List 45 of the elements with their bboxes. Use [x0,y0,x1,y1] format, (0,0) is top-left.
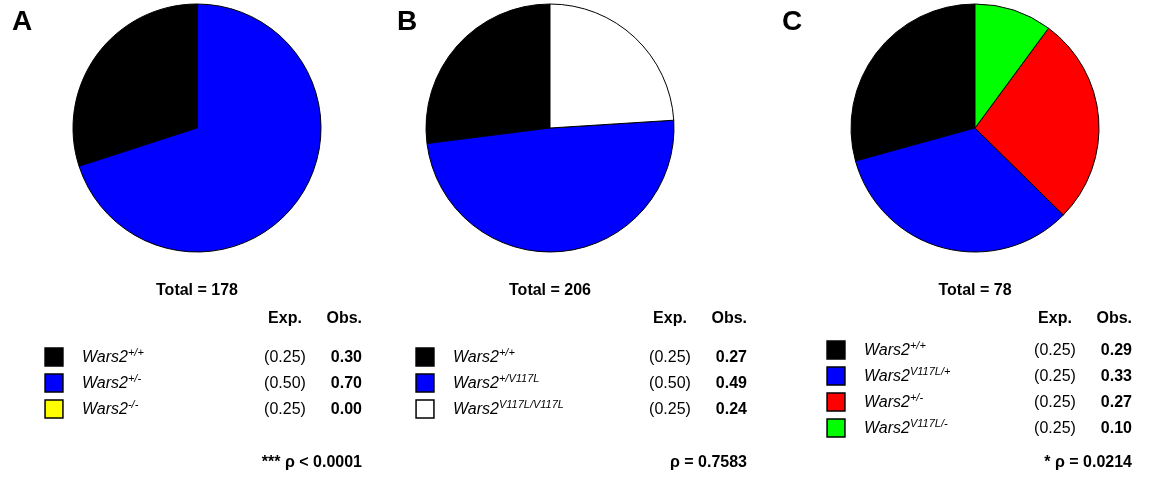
text: (0.25) [264,348,306,365]
legend-label: Wars2$^{+/+}$ [82,346,145,365]
chart-title: B [397,5,418,36]
legend-label: Wars2$^{+/+}$ [453,346,516,365]
text: (0.25) [264,400,306,417]
text: (0.25) [1034,393,1076,410]
text: Exp. [1038,309,1072,326]
text: Obs. [326,309,362,326]
text: (0.25) [1034,419,1076,436]
text: Obs. [711,309,747,326]
text: * ρ = 0.0214 [1044,453,1133,470]
text: ρ = 0.7583 [669,453,748,470]
data-label: 0.10 [1100,419,1133,436]
text: (0.50) [649,374,691,391]
text: (0.25) [649,348,691,365]
data-label: 0.70 [330,374,363,391]
chart-title: A [12,5,33,36]
data-label: 0.49 [715,374,748,391]
text: 0.00 [330,400,362,417]
data-label: 0.27 [1100,393,1133,410]
data-label: 0.29 [1100,341,1133,358]
text: (0.25) [1034,341,1076,358]
text: Total = 206 [509,281,592,298]
data-label: 0.30 [330,348,363,365]
text: Obs. [1096,309,1132,326]
text: (0.25) [649,400,691,417]
legend-label: Wars2$^{V117L/V117L}$ [453,398,564,417]
text: (0.50) [264,374,306,391]
text: Total = 178 [156,281,239,298]
text: Exp. [268,309,302,326]
legend-label: Wars2$^{+/V117L}$ [453,372,540,391]
legend-label: Wars2$^{+/+}$ [864,339,927,358]
data-label: 0.24 [715,400,748,417]
legend-label: Wars2$^{V117L/-}$ [864,417,948,436]
legend-label: Wars2$^{V117L/+}$ [864,365,951,384]
chart-title: C [782,5,803,36]
text: (0.25) [1034,367,1076,384]
legend-label: Wars2$^{-/-}$ [82,398,139,417]
text: Exp. [653,309,687,326]
text: Total = 78 [938,281,1012,298]
text: *** ρ < 0.0001 [261,453,363,470]
legend-label: Wars2$^{+/-}$ [864,391,924,410]
legend-label: Wars2$^{+/-}$ [82,372,142,391]
data-label: 0.33 [1100,367,1133,384]
data-label: 0.27 [715,348,748,365]
